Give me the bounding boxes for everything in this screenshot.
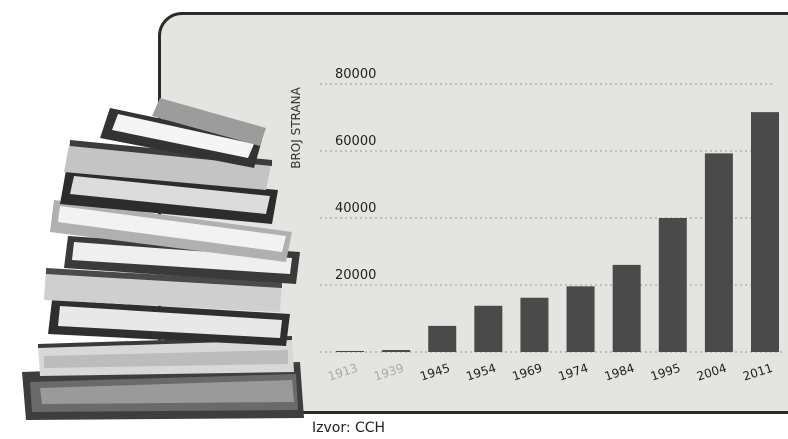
- bar: [382, 349, 411, 352]
- x-tick-label: 1984: [603, 361, 636, 384]
- y-tick-label: 20000: [335, 268, 376, 283]
- x-tick-label: 1995: [649, 361, 682, 384]
- bar: [428, 325, 457, 352]
- x-tick-label: 1945: [418, 361, 451, 384]
- x-tick-label: 2011: [741, 361, 774, 384]
- bar: [751, 112, 779, 352]
- bar: [612, 264, 641, 352]
- x-tick-label: 1939: [372, 361, 405, 384]
- y-tick-label: 80000: [335, 67, 376, 82]
- x-tick-label: 1969: [511, 361, 544, 384]
- y-tick-label: 40000: [335, 201, 376, 216]
- x-tick-label: 2004: [695, 361, 728, 384]
- source-note: Izvor: CCH: [312, 420, 386, 436]
- bar: [704, 153, 733, 352]
- y-axis-label: BROJ STRANA: [289, 87, 303, 169]
- bar: [658, 218, 687, 352]
- x-tick-label: 1974: [557, 361, 590, 384]
- bar: [566, 286, 595, 352]
- bar: [336, 350, 364, 352]
- bar: [520, 297, 549, 352]
- bar: [474, 305, 503, 352]
- y-tick-label: 60000: [335, 134, 376, 149]
- x-tick-label: 1954: [464, 361, 497, 384]
- x-tick-label: 1913: [326, 361, 359, 384]
